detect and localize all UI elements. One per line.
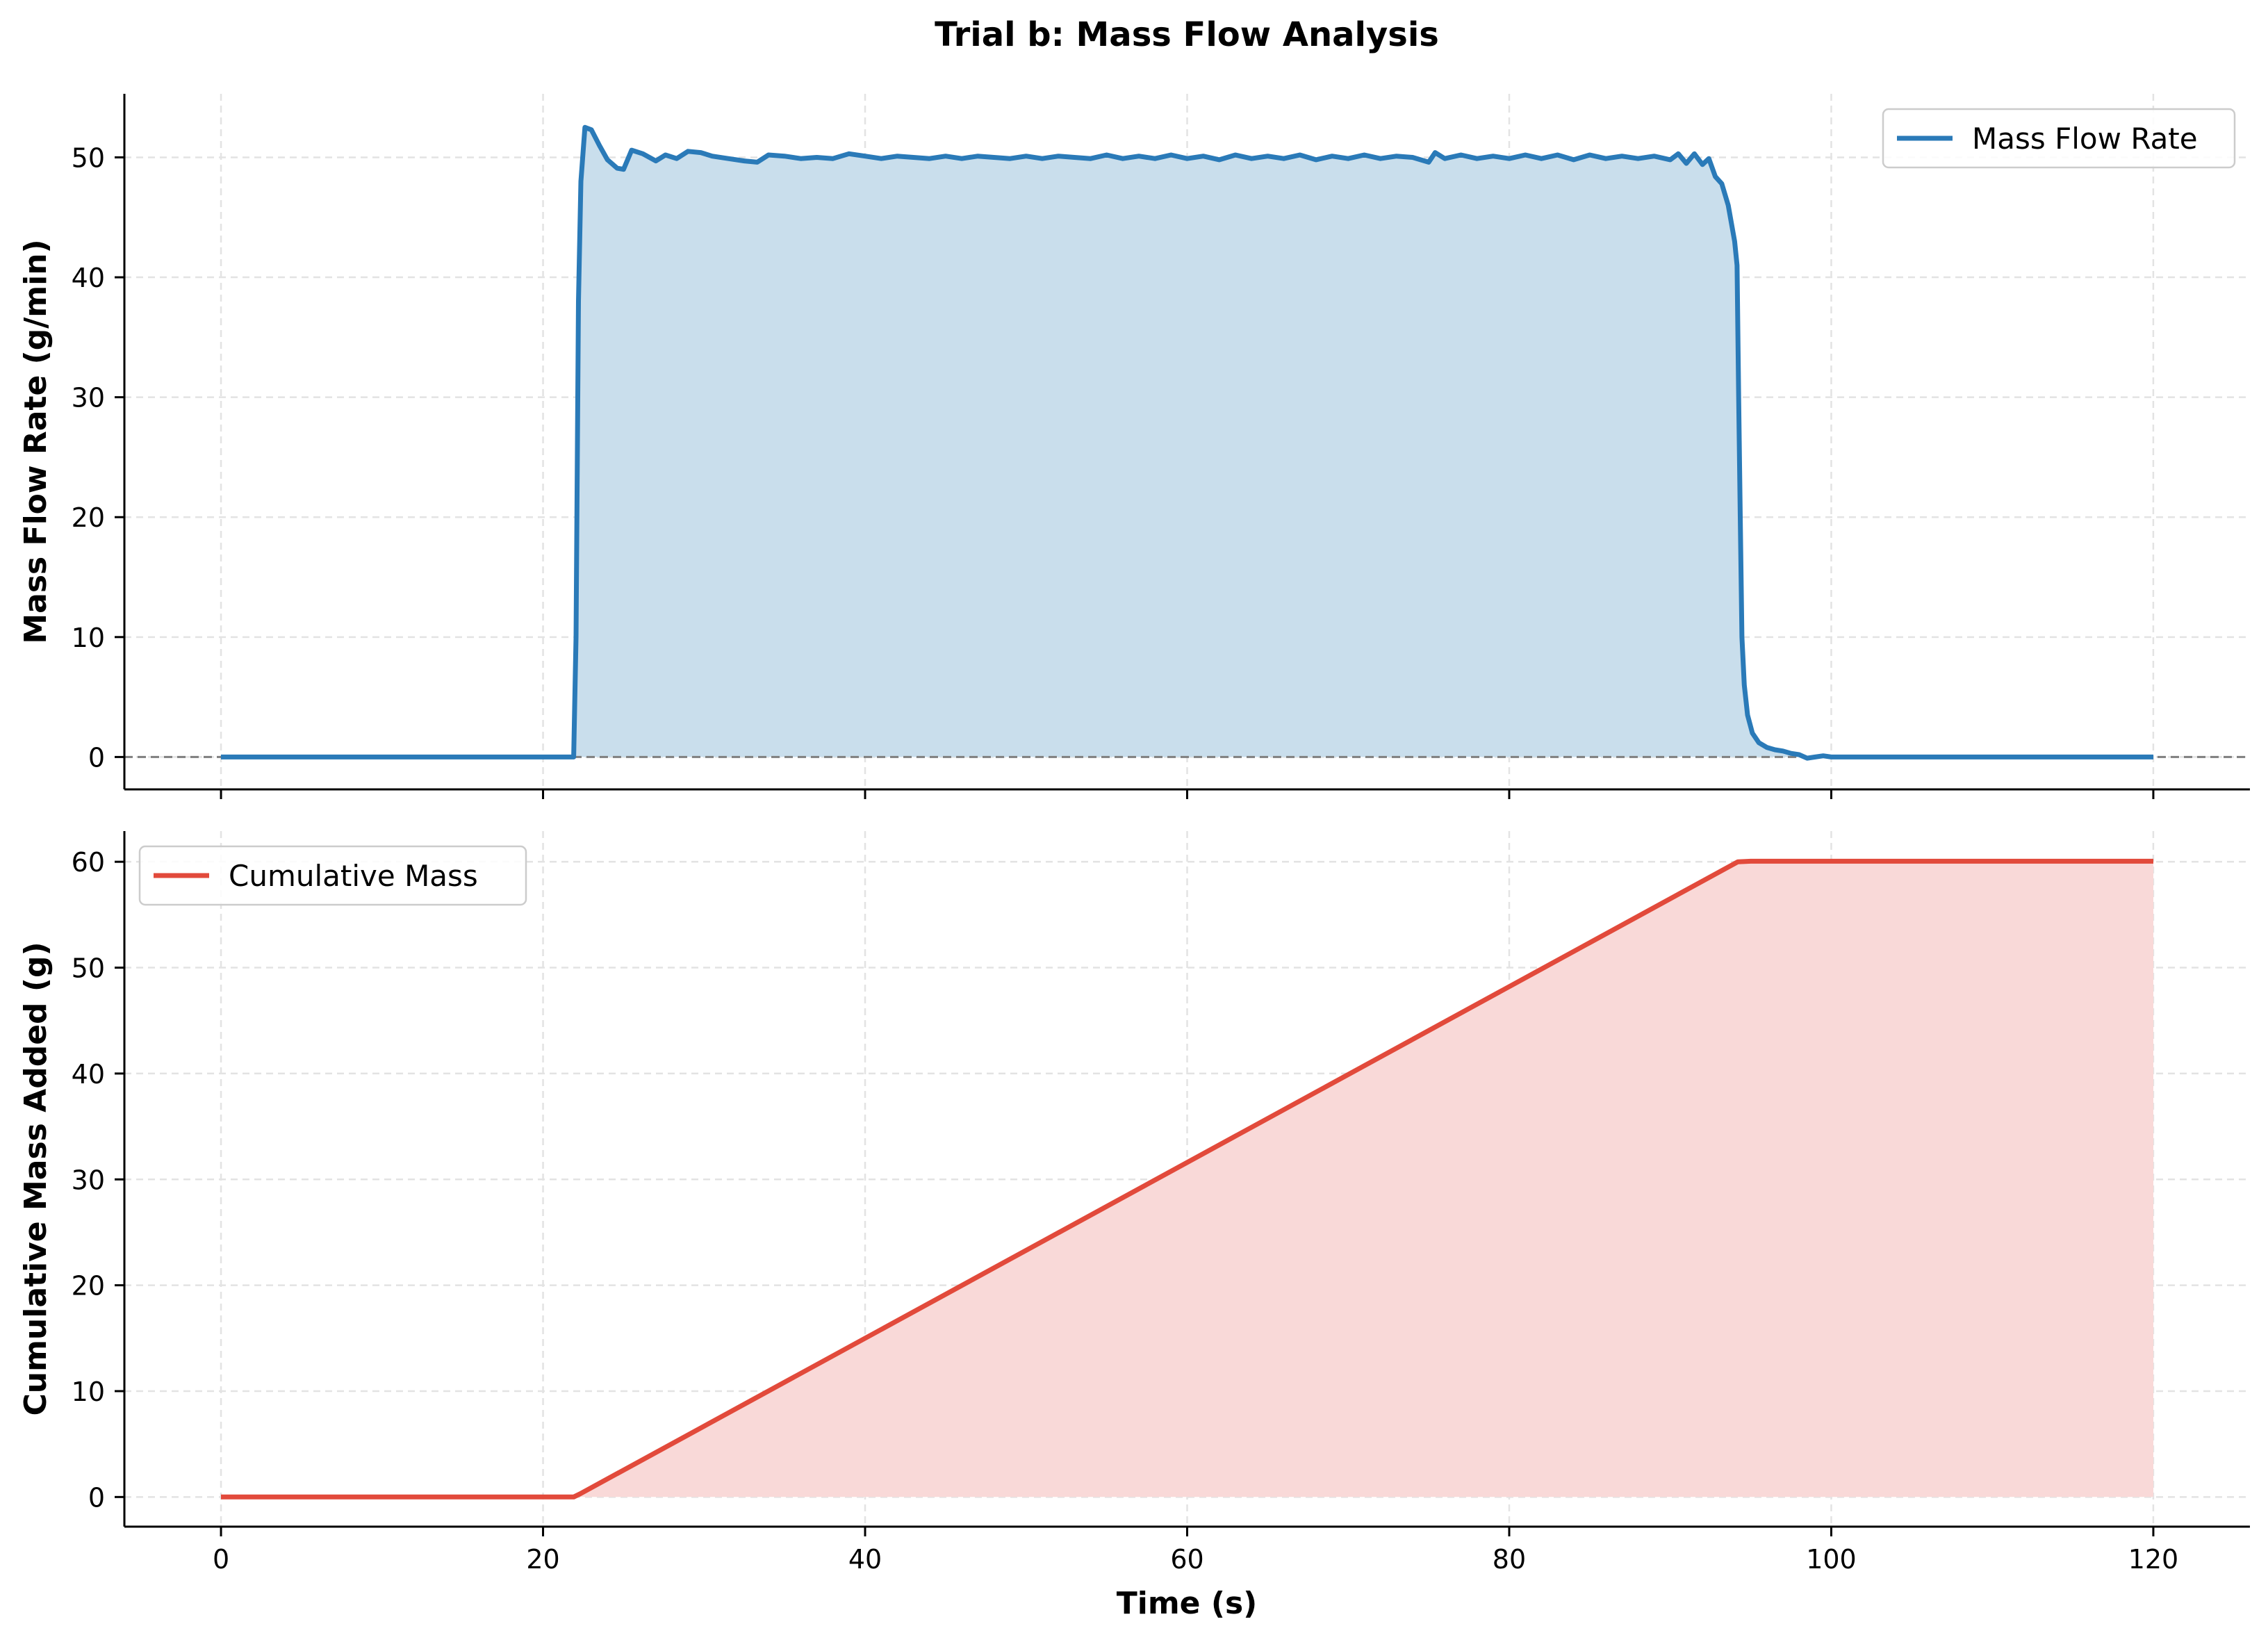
- mass-legend: Cumulative Mass: [138, 845, 527, 906]
- mass-x-tick-label: 0: [213, 1544, 229, 1575]
- mass-x-tick-label: 20: [526, 1544, 559, 1575]
- mass-x-tick-label: 120: [2128, 1544, 2179, 1575]
- mass-x-tick-label: 100: [1806, 1544, 1857, 1575]
- flow-y-tick-label: 0: [88, 742, 105, 773]
- cumulative-mass-panel: 0 10 20 30 40 50 60 0 20 40 60 80 100 120 Cumulative…: [18, 831, 2250, 1621]
- flow-y-tick-label: 50: [72, 142, 105, 173]
- flow-y-tick-label: 30: [72, 383, 105, 413]
- flow-y-tick-label: 40: [72, 263, 105, 293]
- flow-legend-label: Mass Flow Rate: [1972, 122, 2198, 156]
- mass-y-axis-label: Cumulative Mass Added (g): [18, 942, 54, 1415]
- flow-legend: Mass Flow Rate: [1882, 108, 2236, 169]
- mass-y-tick-label: 0: [88, 1482, 105, 1513]
- mass-x-ticks: 0 20 40 60 80 100 120: [213, 1527, 2178, 1575]
- mass-y-tick-label: 20: [72, 1271, 105, 1302]
- flow-x-ticks: [220, 789, 2155, 799]
- mass-legend-box: [138, 845, 527, 906]
- mass-x-tick-label: 60: [1170, 1544, 1203, 1575]
- figure-title: Trial b: Mass Flow Analysis: [935, 15, 1439, 54]
- mass-y-tick-label: 60: [72, 847, 105, 878]
- flow-rate-panel: 0 10 20 30 40 50 Mass Flow Rate (g/min) Mass …: [18, 94, 2250, 799]
- x-axis-label: Time (s): [1117, 1586, 1258, 1621]
- flow-y-axis-label: Mass Flow Rate (g/min): [18, 239, 54, 643]
- mass-y-ticks: 0 10 20 30 40 50 60: [72, 847, 124, 1513]
- flow-rate-line: [221, 124, 2153, 761]
- flow-y-ticks: 0 10 20 30 40 50: [72, 142, 124, 773]
- flow-rate-fill: [221, 127, 2153, 759]
- mass-x-tick-label: 80: [1493, 1544, 1526, 1575]
- flow-legend-box: [1882, 108, 2236, 169]
- mass-y-tick-label: 30: [72, 1165, 105, 1195]
- mass-y-tick-label: 40: [72, 1059, 105, 1090]
- mass-x-tick-label: 40: [848, 1544, 882, 1575]
- cumulative-mass-fill: [221, 861, 2153, 1497]
- mass-y-tick-label: 50: [72, 953, 105, 984]
- flow-y-tick-label: 20: [72, 502, 105, 533]
- mass-y-tick-label: 10: [72, 1377, 105, 1407]
- mass-legend-label: Cumulative Mass: [229, 859, 478, 893]
- cumulative-mass-line: [221, 858, 2153, 1500]
- flow-y-tick-label: 10: [72, 623, 105, 653]
